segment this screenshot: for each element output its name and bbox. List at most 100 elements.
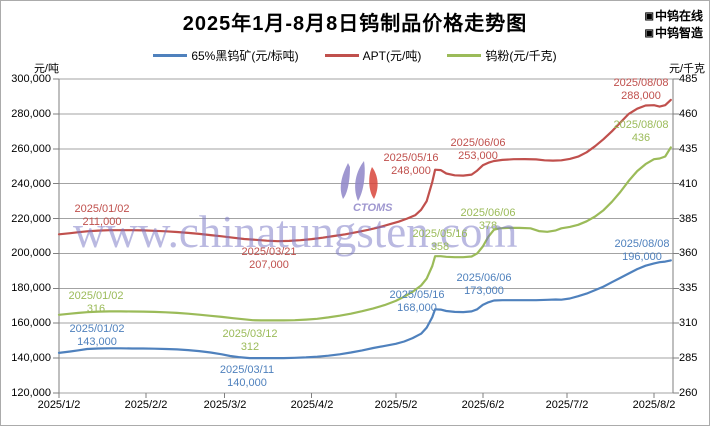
right-axis-tick-label: 310 (679, 317, 698, 329)
data-label-value: 173,000 (464, 285, 504, 297)
data-label: 2025/06/06 378 (460, 207, 515, 233)
right-axis-unit: 元/千克 (669, 63, 706, 75)
x-axis-tick-label: 2025/8/2 (632, 399, 676, 411)
x-axis-tick-label: 2025/7/2 (545, 399, 589, 411)
legend: 65%黑钨矿(元/标吨) APT(元/吨) 钨粉(元/千克) (1, 47, 709, 64)
legend-label: 65%黑钨矿(元/标吨) (191, 49, 299, 63)
data-label-value: 358 (430, 241, 450, 253)
legend-swatch-icon (153, 54, 188, 57)
left-axis-tick-label: 160,000 (11, 317, 51, 329)
data-label-value: 316 (86, 303, 106, 315)
right-axis-tick-label: 335 (679, 282, 698, 294)
data-label-date: 2025/06/06 (450, 137, 506, 149)
brand-block: ▣中钨在线 ▣中钨智造 (645, 8, 703, 42)
legend-label: APT(元/吨) (362, 49, 422, 63)
data-label-value: 248,000 (391, 165, 431, 177)
x-axis-tick-label: 2025/2/2 (124, 399, 168, 411)
ctoms-logo: CTOMS (340, 161, 393, 214)
data-label: 2025/01/02 211,000 (74, 203, 129, 229)
right-axis-tick-label: 410 (679, 178, 698, 190)
data-label: 2025/05/16 168,000 (389, 289, 444, 315)
left-axis-tick-label: 220,000 (11, 213, 51, 225)
brand-row-2: ▣中钨智造 (645, 25, 703, 42)
data-label-date: 2025/03/21 (241, 246, 297, 258)
x-axis-tick-label: 2025/1/2 (37, 399, 81, 411)
data-label-value: 143,000 (77, 336, 117, 348)
right-axis-tick-label: 485 (679, 73, 698, 85)
legend-swatch-icon (447, 54, 482, 57)
legend-item-1: APT(元/吨) (324, 47, 422, 64)
data-label: 2025/03/11 140,000 (220, 364, 274, 390)
data-label-date: 2025/01/02 (74, 203, 130, 215)
x-axis-tick-label: 2025/4/2 (290, 399, 334, 411)
legend-item-0: 65%黑钨矿(元/标吨) (153, 47, 299, 64)
left-axis-tick-label: 140,000 (11, 352, 51, 364)
series-line-0 (57, 259, 672, 360)
data-label-value: 168,000 (397, 302, 437, 314)
data-label: 2025/08/08 436 (613, 119, 668, 145)
data-label-value: 211,000 (82, 216, 122, 228)
legend-item-2: 钨粉(元/千克) (447, 47, 557, 64)
data-label-date: 2025/06/06 (456, 272, 512, 284)
logo-text: CTOMS (353, 202, 393, 214)
data-label: 2025/08/08 196,000 (614, 238, 669, 264)
brand-line1: 中钨在线 (654, 9, 703, 23)
data-label-value: 312 (240, 341, 260, 353)
left-axis-tick-label: 280,000 (11, 108, 51, 120)
data-label-date: 2025/03/12 (222, 328, 278, 340)
logo-petal-right (369, 167, 378, 199)
x-axis-tick-label: 2025/6/2 (461, 399, 505, 411)
left-axis-tick-label: 200,000 (11, 247, 51, 259)
brand-logo-icon: ▣ (644, 11, 654, 22)
legend-swatch-icon (324, 54, 359, 57)
data-label-value: 436 (631, 132, 651, 144)
data-label-date: 2025/08/08 (614, 238, 670, 250)
left-axis-tick-label: 180,000 (11, 282, 51, 294)
x-axis-tick-label: 2025/3/2 (203, 399, 247, 411)
data-label-date: 2025/03/11 (219, 364, 275, 376)
right-axis-tick-label: 360 (679, 247, 698, 259)
data-label-date: 2025/01/02 (69, 323, 125, 335)
logo-petal-left (340, 163, 350, 199)
brand-logo-icon: ▣ (644, 28, 654, 39)
data-label: 2025/03/12 312 (222, 328, 277, 354)
right-axis-tick-label: 460 (679, 108, 698, 120)
right-axis-tick-label: 260 (679, 387, 698, 399)
data-label-date: 2025/06/06 (460, 207, 516, 219)
x-axis-tick-label: 2025/5/2 (374, 399, 418, 411)
brand-row-1: ▣中钨在线 (645, 8, 703, 25)
logo-petal-mid (355, 161, 365, 201)
left-axis-unit: 元/吨 (33, 63, 59, 75)
data-label-date: 2025/08/08 (613, 119, 669, 131)
series-line-1 (57, 98, 672, 243)
data-label: 2025/08/08 288,000 (613, 77, 668, 103)
data-label-date: 2025/05/16 (389, 289, 445, 301)
left-axis-tick-label: 260,000 (11, 143, 51, 155)
right-axis-tick-label: 285 (679, 352, 698, 364)
data-label-date: 2025/08/08 (613, 77, 669, 89)
series-line-2 (57, 146, 672, 322)
data-label-value: 196,000 (622, 251, 662, 263)
left-axis-tick-label: 300,000 (11, 73, 51, 85)
data-label-value: 140,000 (227, 377, 267, 389)
data-label-date: 2025/05/16 (383, 152, 439, 164)
legend-label: 钨粉(元/千克) (485, 49, 557, 63)
data-label-value: 207,000 (249, 259, 289, 271)
right-axis-tick-label: 385 (679, 213, 698, 225)
chart-title: 2025年1月-8月8日钨制品价格走势图 (182, 13, 528, 35)
data-label: 2025/06/06 253,000 (450, 137, 505, 163)
brand-line2: 中钨智造 (654, 26, 703, 40)
right-axis-tick-label: 435 (679, 143, 698, 155)
data-label-date: 2025/05/16 (412, 228, 468, 240)
data-label: 2025/05/16 358 (412, 228, 467, 254)
data-label-date: 2025/01/02 (68, 290, 124, 302)
data-label-value: 253,000 (458, 150, 498, 162)
data-label-value: 288,000 (621, 90, 661, 102)
data-label: 2025/05/16 248,000 (383, 152, 438, 178)
data-label: 2025/03/21 207,000 (241, 246, 296, 272)
left-axis-tick-label: 240,000 (11, 178, 51, 190)
data-label: 2025/01/02 316 (68, 290, 123, 316)
left-axis-tick-label: 120,000 (11, 387, 51, 399)
